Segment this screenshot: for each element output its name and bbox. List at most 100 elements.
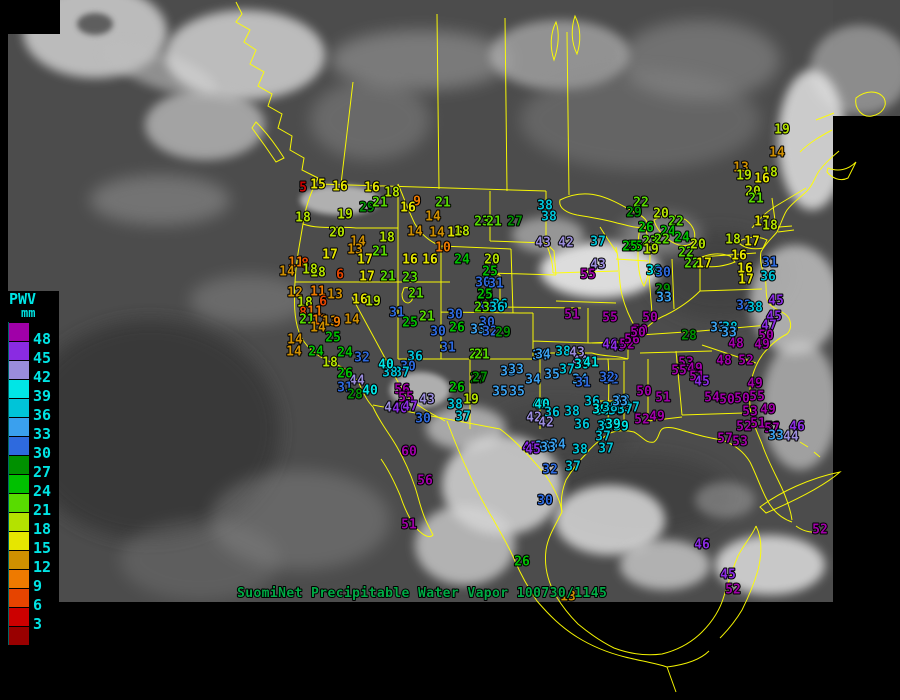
station-pwv-value: 43 [419, 393, 435, 408]
station-pwv-value: 27 [472, 371, 488, 386]
station-pwv-value: 35 [544, 368, 560, 383]
station-pwv-value: 38 [537, 199, 553, 214]
station-pwv-value: 55 [398, 391, 414, 406]
legend-tick-label: 33 [33, 425, 52, 443]
satellite-imagery [8, 0, 900, 602]
station-pwv-value: 16 [447, 226, 463, 241]
station-pwv-value: 28 [477, 289, 493, 304]
station-pwv-value: 14 [279, 265, 295, 280]
station-pwv-value: 55 [602, 311, 618, 326]
station-pwv-value: 49 [754, 338, 770, 353]
legend-swatch [9, 455, 29, 474]
station-pwv-value: 26 [337, 367, 353, 382]
station-pwv-value: 30 [415, 412, 431, 427]
station-pwv-value: 30 [655, 266, 671, 281]
station-pwv-value: 49 [687, 362, 703, 377]
station-pwv-value: 37 [394, 366, 410, 381]
station-pwv-value: 26 [449, 321, 465, 336]
legend-tick-label: 3 [33, 615, 43, 633]
station-pwv-value: 37 [617, 403, 633, 418]
station-pwv-value: 32 [542, 463, 558, 478]
station-pwv-value: 30 [537, 494, 553, 509]
station-pwv-value: 9 [333, 316, 341, 331]
legend-swatch [9, 626, 29, 645]
station-pwv-value: 57 [764, 422, 780, 437]
station-pwv-value: 30 [400, 360, 416, 375]
station-pwv-value: 30 [447, 308, 463, 323]
station-pwv-value: 52 [634, 413, 650, 428]
station-pwv-value: 35 [492, 385, 508, 400]
station-pwv-value: 45 [694, 375, 710, 390]
station-pwv-value: 56 [624, 333, 640, 348]
station-pwv-value: 18 [725, 233, 741, 248]
station-pwv-value: 17 [754, 215, 770, 230]
legend-swatch [9, 360, 29, 379]
station-pwv-value: 24 [454, 253, 470, 268]
station-pwv-value: 10 [435, 241, 451, 256]
station-pwv-value: 42 [558, 236, 574, 251]
station-pwv-value: 51 [765, 421, 781, 436]
station-pwv-value: 37 [595, 430, 611, 445]
station-pwv-value: 14 [310, 321, 326, 336]
legend-swatch [9, 607, 29, 626]
station-pwv-value: 24 [660, 225, 676, 240]
station-pwv-value: 21 [299, 313, 315, 328]
station-pwv-value: 6 [319, 295, 327, 310]
station-pwv-value: 45 [768, 294, 784, 309]
legend-swatch [9, 550, 29, 569]
legend-swatch [9, 436, 29, 455]
station-pwv-value: 57 [717, 432, 733, 447]
station-pwv-value: 53 [742, 405, 758, 420]
station-pwv-value: 17 [357, 253, 373, 268]
legend-tick-label: 30 [33, 444, 52, 462]
station-pwv-value: 40 [534, 398, 550, 413]
station-pwv-value: 26 [514, 555, 530, 570]
station-pwv-value: 25 [402, 316, 418, 331]
station-pwv-value: 29 [359, 201, 375, 216]
station-pwv-value: 37 [565, 460, 581, 475]
station-pwv-value: 39 [574, 358, 590, 373]
station-pwv-value: 46 [789, 420, 805, 435]
station-pwv-value: 21 [372, 196, 388, 211]
station-pwv-value: 16 [332, 180, 348, 195]
station-pwv-value: 17 [738, 273, 754, 288]
station-pwv-value: 55 [749, 390, 765, 405]
station-pwv-value: 33 [721, 326, 737, 341]
station-pwv-value: 18 [322, 356, 338, 371]
station-pwv-value: 22 [633, 196, 649, 211]
station-pwv-value: 40 [378, 358, 394, 373]
station-pwv-value: 45 [522, 441, 538, 456]
station-pwv-value: 54 [704, 391, 720, 406]
station-pwv-value: 36 [760, 270, 776, 285]
legend-swatch [9, 341, 29, 360]
station-pwv-value: 32 [477, 301, 493, 316]
station-pwv-value: 16 [352, 293, 368, 308]
station-pwv-value: 13 [347, 243, 363, 258]
station-pwv-value: 11 [312, 314, 328, 329]
legend-swatch [9, 379, 29, 398]
legend-tick-label: 36 [33, 406, 52, 424]
station-pwv-value: 40 [362, 384, 378, 399]
station-pwv-value: 22 [668, 215, 684, 230]
legend-swatch [9, 512, 29, 531]
station-pwv-value: 46 [694, 538, 710, 553]
station-pwv-value: 24 [308, 345, 324, 360]
station-pwv-value: 17 [696, 257, 712, 272]
station-pwv-value: 52 [812, 523, 828, 538]
station-pwv-value: 31 [337, 381, 353, 396]
legend-swatch [9, 588, 29, 607]
station-pwv-value: 52 [738, 354, 754, 369]
station-pwv-value: 53 [732, 435, 748, 450]
station-pwv-value: 44 [349, 374, 365, 389]
station-pwv-value: 42 [526, 411, 542, 426]
legend-unit-label: mm [21, 306, 36, 320]
station-pwv-value: 20 [653, 207, 669, 222]
station-pwv-value: 32 [599, 371, 615, 386]
station-pwv-value: 51 [655, 391, 671, 406]
legend-swatch [9, 322, 29, 341]
station-pwv-value: 13 [733, 161, 749, 176]
station-pwv-value: 21 [419, 310, 435, 325]
station-pwv-value: 50 [734, 392, 750, 407]
station-pwv-value: 23 [402, 271, 418, 286]
